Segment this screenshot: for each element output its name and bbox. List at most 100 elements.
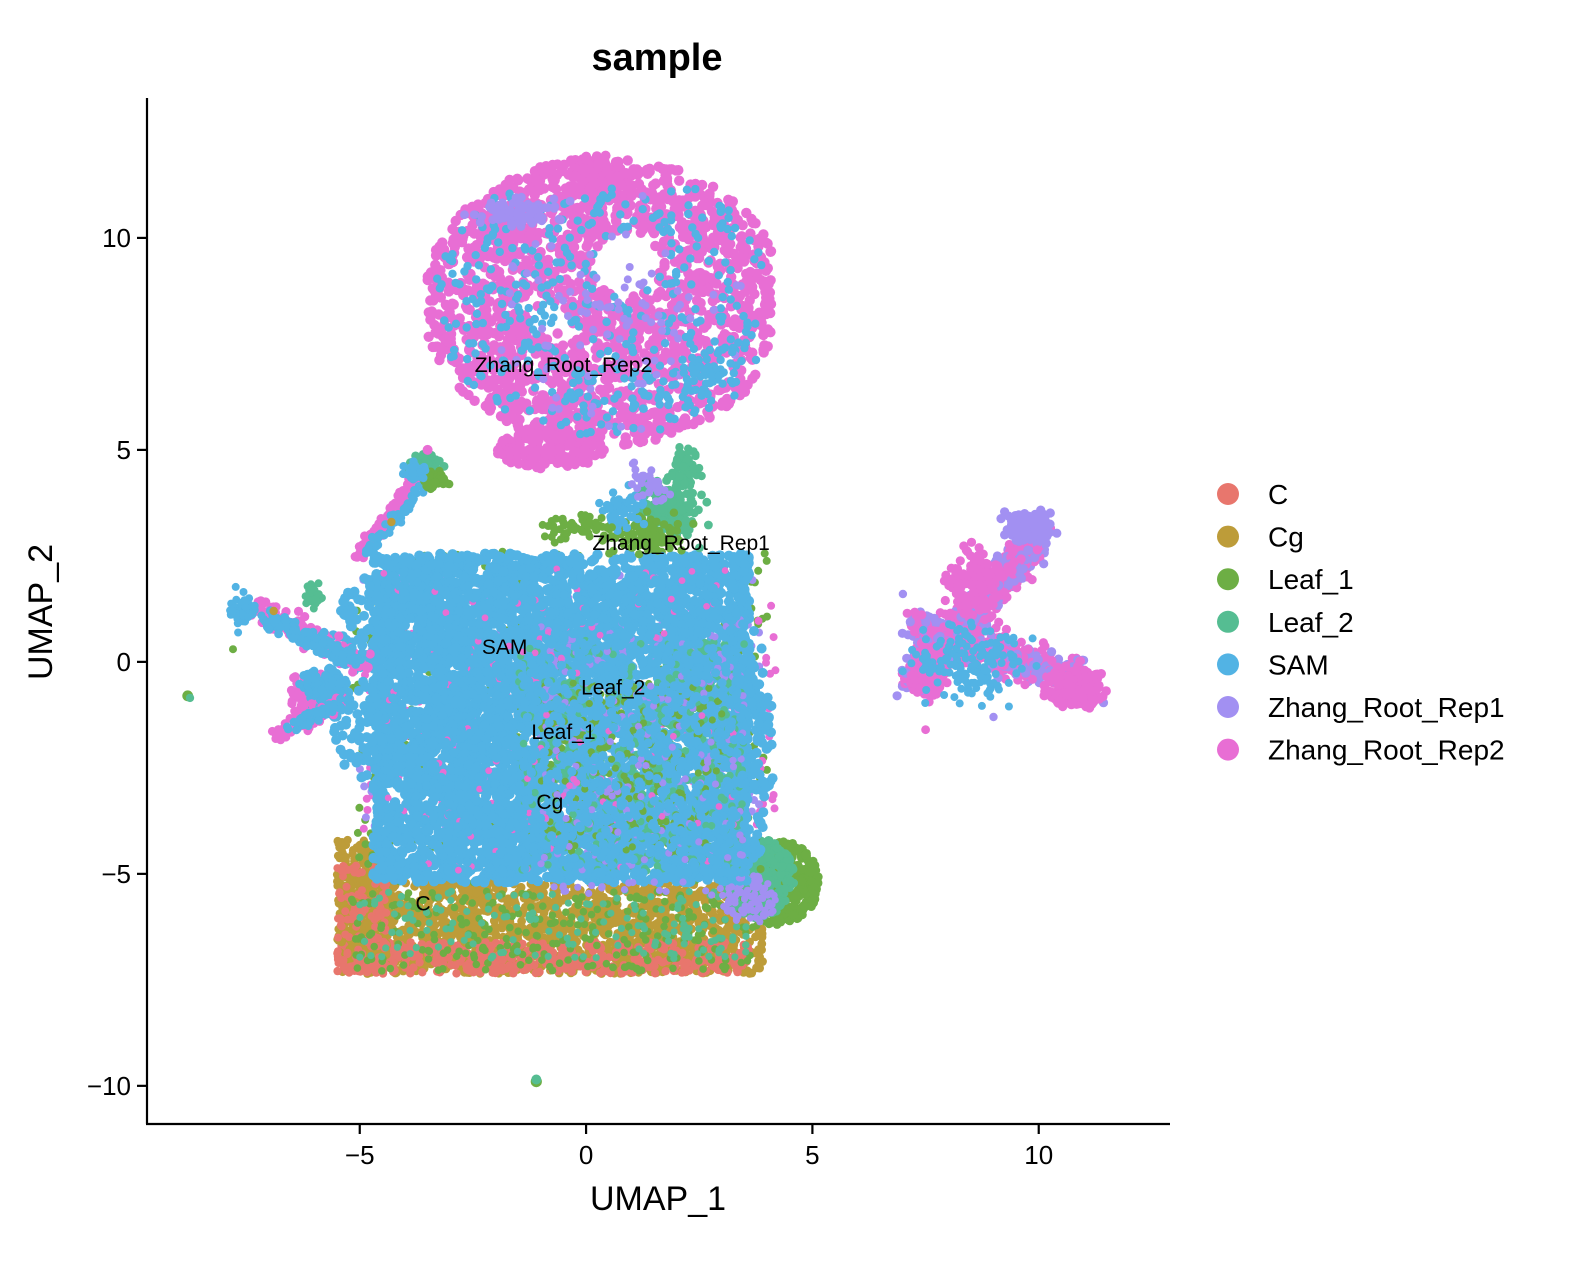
data-point <box>695 925 703 933</box>
data-point <box>478 919 486 927</box>
data-point <box>756 865 765 873</box>
data-point <box>386 964 395 973</box>
data-point <box>742 923 750 931</box>
data-point <box>345 933 354 941</box>
data-point <box>617 924 626 933</box>
data-point <box>382 908 391 917</box>
data-point <box>661 916 670 924</box>
data-point <box>352 861 361 870</box>
data-point <box>531 951 539 959</box>
data-point <box>552 903 560 912</box>
data-point <box>489 952 497 960</box>
data-point <box>689 913 697 921</box>
data-point <box>586 935 594 944</box>
data-point <box>752 914 760 922</box>
data-point <box>533 932 542 940</box>
data-point <box>709 927 718 935</box>
data-point <box>767 601 776 610</box>
data-point <box>754 616 763 625</box>
data-point <box>363 806 372 814</box>
data-point <box>681 933 689 941</box>
data-point <box>612 951 621 959</box>
data-point <box>721 953 729 961</box>
data-point <box>771 917 781 926</box>
data-point <box>529 892 538 900</box>
data-point <box>502 934 511 943</box>
data-point <box>602 959 611 968</box>
data-point <box>564 899 572 907</box>
data-point <box>705 952 713 961</box>
data-point <box>545 962 554 971</box>
data-point <box>762 909 771 918</box>
data-point <box>497 949 505 957</box>
data-point <box>584 941 593 951</box>
data-point <box>425 919 433 927</box>
data-point <box>674 904 682 913</box>
data-point <box>740 895 749 903</box>
data-point <box>503 913 511 921</box>
data-point <box>503 941 512 950</box>
data-point <box>367 929 376 938</box>
data-point <box>549 939 557 948</box>
chart-title: sample <box>592 37 723 79</box>
data-point <box>432 904 440 913</box>
data-point <box>764 880 772 888</box>
data-point <box>750 872 758 880</box>
data-point <box>356 953 364 961</box>
data-point <box>757 894 765 902</box>
data-point <box>382 944 390 952</box>
data-point <box>742 941 750 949</box>
data-point <box>536 892 545 900</box>
data-point <box>539 902 547 910</box>
data-point <box>623 907 632 916</box>
data-point <box>557 950 566 960</box>
data-point <box>647 893 655 901</box>
data-point <box>339 957 348 966</box>
data-point <box>788 910 798 920</box>
data-point <box>742 932 750 940</box>
data-point <box>378 953 386 961</box>
data-point <box>378 967 386 975</box>
data-point <box>430 935 439 944</box>
data-point <box>390 910 398 918</box>
data-point <box>479 943 487 952</box>
data-point <box>559 919 568 928</box>
data-point <box>505 961 514 970</box>
data-point <box>461 949 470 958</box>
data-point <box>333 851 343 860</box>
data-point <box>613 907 623 917</box>
data-point <box>343 950 352 959</box>
data-point <box>443 946 452 954</box>
data-point <box>434 893 442 901</box>
data-point <box>424 955 433 963</box>
data-point <box>660 922 668 931</box>
data-point <box>544 952 552 961</box>
data-point <box>709 916 717 924</box>
data-point <box>754 963 763 972</box>
data-point <box>513 904 521 912</box>
data-point <box>770 804 779 813</box>
data-point <box>599 900 607 908</box>
data-point <box>644 942 653 951</box>
data-point <box>719 891 727 899</box>
data-point <box>768 795 777 804</box>
data-point <box>359 824 368 833</box>
data-point <box>639 909 647 917</box>
data-point <box>778 862 787 872</box>
data-point <box>355 853 364 862</box>
data-point <box>773 844 782 853</box>
data-point <box>643 956 652 965</box>
data-point <box>341 907 350 916</box>
data-point <box>561 964 570 973</box>
data-point <box>610 918 620 927</box>
data-point <box>361 840 370 849</box>
data-point <box>406 950 414 958</box>
data-point <box>333 836 342 846</box>
data-point <box>600 918 608 926</box>
data-point <box>640 896 649 904</box>
data-point <box>484 893 492 901</box>
data-point <box>434 943 442 951</box>
data-point <box>529 945 537 953</box>
data-point <box>337 922 346 931</box>
data-point <box>395 929 403 937</box>
